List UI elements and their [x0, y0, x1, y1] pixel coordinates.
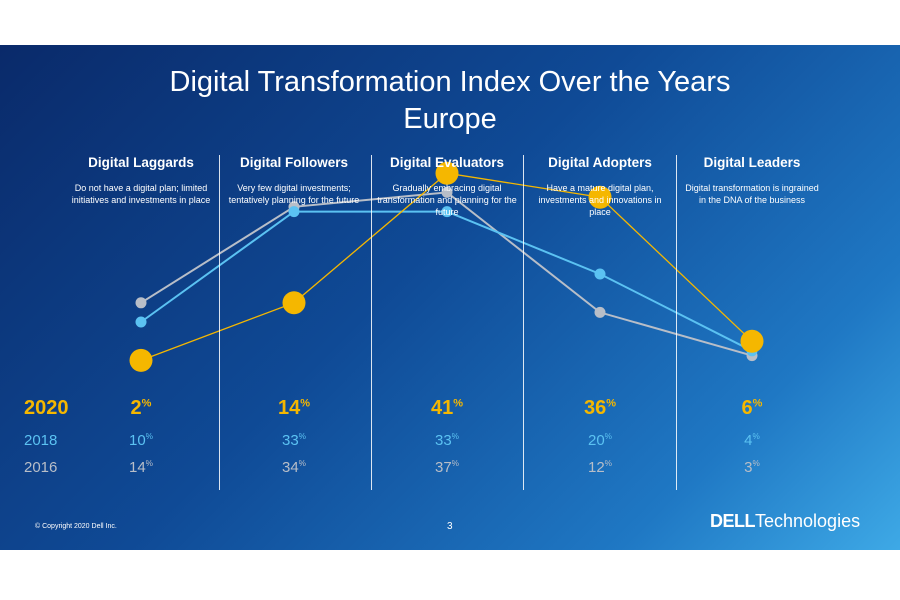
data-label-value: 14 [128, 459, 146, 476]
data-label: 6% [712, 397, 792, 420]
category-description: Gradually embracing digital transformati… [377, 183, 517, 217]
data-label-unit: % [451, 432, 460, 441]
data-label-unit: % [752, 397, 763, 410]
data-label-value: 2 [130, 397, 142, 419]
category-description: Digital transformation is ingrained in t… [685, 183, 819, 205]
data-point-2018 [594, 268, 606, 280]
copyright-text: © Copyright 2020 Dell Inc. [35, 523, 117, 530]
data-label-value: 10 [128, 432, 146, 449]
category-heading: Digital Evaluators [389, 155, 505, 170]
data-label-unit: % [298, 459, 307, 468]
column-divider [523, 155, 524, 490]
data-point-2018 [135, 316, 147, 328]
data-label: 36% [560, 397, 640, 420]
data-label-unit: % [300, 397, 311, 410]
data-point-2020 [740, 329, 764, 353]
data-label-unit: % [453, 397, 464, 410]
data-label-unit: % [145, 432, 154, 441]
data-label-value: 41 [430, 397, 454, 419]
data-label: 3% [712, 459, 792, 476]
data-point-2020 [282, 291, 306, 315]
column-divider [219, 155, 220, 490]
data-point-2020 [588, 185, 612, 209]
data-label: 4% [712, 432, 792, 449]
data-label: 33% [407, 432, 487, 449]
data-label-unit: % [451, 459, 460, 468]
data-label-value: 33 [281, 432, 299, 449]
data-point-2016 [594, 306, 606, 318]
data-label-unit: % [606, 397, 617, 410]
category-heading: Digital Adopters [548, 155, 652, 170]
data-label-value: 37 [434, 459, 452, 476]
data-label: 14% [254, 397, 334, 420]
data-label: 37% [407, 459, 487, 476]
category-heading: Digital Laggards [88, 155, 194, 170]
year-label-2018: 2018 [24, 432, 58, 449]
slide-canvas: Digital Transformation Index Over the Ye… [0, 45, 900, 550]
chart-title: Digital Transformation Index Over the Ye… [169, 66, 731, 98]
category-heading: Digital Leaders [703, 155, 801, 170]
line-chart [129, 161, 764, 372]
data-label-value: 3 [744, 459, 753, 476]
data-label-unit: % [298, 432, 307, 441]
dell-technologies-logo: DELLTechnologies [710, 511, 860, 532]
data-point-2020 [435, 161, 459, 185]
data-label-unit: % [752, 459, 760, 468]
category-description: Very few digital investments; tentativel… [228, 183, 360, 205]
data-label: 10% [101, 432, 181, 449]
data-label: 12% [560, 459, 640, 476]
year-label-2020: 2020 [24, 397, 69, 419]
data-point-2016 [135, 297, 147, 309]
data-label-value: 14 [277, 397, 301, 419]
brand-dell: DELL [710, 511, 756, 531]
data-point-2020 [129, 348, 153, 372]
data-label-unit: % [752, 432, 760, 441]
data-point-2018 [288, 206, 300, 218]
column-divider [371, 155, 372, 490]
data-label-unit: % [141, 397, 152, 410]
data-label: 14% [101, 459, 181, 476]
data-label: 34% [254, 459, 334, 476]
data-point-2016 [441, 186, 453, 198]
category-description: Do not have a digital plan; limited init… [71, 183, 211, 205]
year-label-2016: 2016 [24, 459, 58, 476]
data-label-value: 4 [744, 432, 753, 449]
chart-subtitle: Europe [403, 103, 497, 135]
data-label-value: 6 [741, 397, 753, 419]
page-number: 3 [447, 521, 453, 532]
data-label-value: 33 [434, 432, 452, 449]
data-label-value: 12 [587, 459, 605, 476]
data-label-value: 36 [583, 397, 607, 419]
data-label-unit: % [145, 459, 154, 468]
data-label-value: 20 [587, 432, 605, 449]
data-label-value: 34 [281, 459, 299, 476]
data-label: 41% [407, 397, 487, 420]
category-heading: Digital Followers [239, 155, 348, 170]
data-label: 20% [560, 432, 640, 449]
data-label-unit: % [604, 432, 613, 441]
category-description: Have a mature digital plan, investments … [538, 183, 662, 217]
data-label: 33% [254, 432, 334, 449]
data-point-2018 [441, 206, 453, 218]
column-divider [676, 155, 677, 490]
data-label-unit: % [604, 459, 613, 468]
brand-technologies: Technologies [755, 511, 861, 531]
data-label: 2% [101, 397, 181, 420]
